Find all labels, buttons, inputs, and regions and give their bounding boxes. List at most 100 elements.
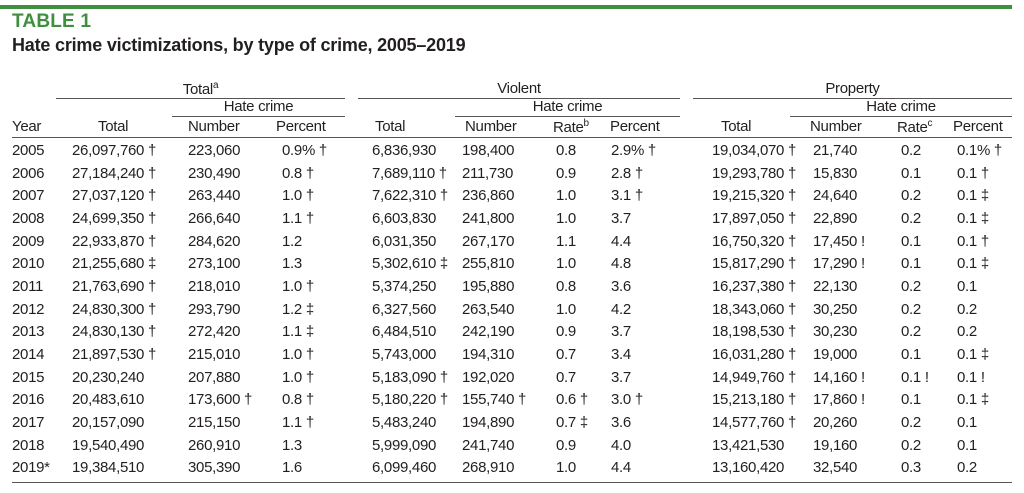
cell-violent-hate-number: 211,730 [462, 164, 514, 182]
cell-property-total: 16,237,380 † [712, 277, 796, 295]
group-header-violent: Violent [497, 80, 541, 97]
divider [172, 116, 345, 117]
cell-total-hate-number: 305,390 [188, 459, 241, 477]
cell-violent-hate-number: 268,910 [462, 459, 515, 477]
cell-year: 2009 [12, 232, 45, 250]
cell-property-total: 13,160,420 [712, 459, 785, 477]
cell-violent-hate-number: 195,880 [462, 277, 515, 295]
cell-total-hate-number: 273,100 [188, 255, 241, 273]
cell-property-hate-percent: 0.1 ‡ [957, 209, 989, 227]
cell-violent-hate-rate: 0.7 ‡ [556, 414, 588, 432]
cell-violent-total: 6,327,560 [372, 300, 437, 318]
cell-violent-hate-percent: 3.7 [611, 209, 631, 227]
cell-year: 2016 [12, 391, 45, 409]
table-row: 2006 27,184,240 † 230,490 0.8 † 7,689,110 † 2… [0, 162, 1012, 185]
cell-violent-hate-rate: 0.9 [556, 323, 576, 341]
cell-property-hate-percent: 0.1 ! [957, 368, 985, 386]
cell-violent-total: 5,374,250 [372, 277, 437, 295]
footnote-marker: b [583, 118, 590, 129]
cell-total-hate-number: 293,790 [188, 300, 241, 318]
cell-year: 2019* [12, 459, 50, 477]
divider [693, 98, 1012, 99]
cell-violent-hate-rate: 1.0 [556, 300, 576, 318]
cell-violent-hate-percent: 3.7 [611, 368, 631, 386]
cell-property-total: 19,215,320 † [712, 187, 796, 205]
cell-violent-hate-rate: 0.9 [556, 164, 576, 182]
cell-violent-hate-rate: 0.8 [556, 141, 576, 159]
cell-violent-hate-rate: 0.9 [556, 436, 576, 454]
cell-violent-total: 6,484,510 [372, 323, 437, 341]
cell-violent-hate-number: 194,890 [462, 414, 515, 432]
table-label: TABLE 1 [12, 11, 92, 32]
table-row: 2005 26,097,760 † 223,060 0.9% † 6,836,930 19… [0, 139, 1012, 162]
cell-total-hate-percent: 0.8 † [282, 164, 314, 182]
cell-violent-hate-percent: 3.6 [611, 277, 631, 295]
header-accent-bar [0, 5, 1012, 9]
cell-year: 2007 [12, 187, 45, 205]
cell-property-hate-number: 30,230 [813, 323, 858, 341]
cell-violent-hate-number: 242,190 [462, 323, 515, 341]
rate-label: Rate [553, 119, 584, 136]
col-header-number: Number [188, 118, 240, 135]
cell-total: 24,699,350 † [72, 209, 156, 227]
cell-property-hate-number: 32,540 [813, 459, 858, 477]
cell-total: 21,897,530 † [72, 346, 156, 364]
cell-property-hate-percent: 0.1 ‡ [957, 391, 989, 409]
cell-total-hate-percent: 1.1 † [282, 209, 314, 227]
hate-crime-table: 2005 26,097,760 † 223,060 0.9% † 6,836,930 19… [0, 139, 1012, 479]
cell-year: 2015 [12, 368, 45, 386]
col-header-property-percent: Percent [953, 118, 1003, 135]
cell-violent-hate-number: 263,540 [462, 300, 515, 318]
cell-property-hate-number: 20,260 [813, 414, 858, 432]
cell-violent-hate-rate: 1.1 [556, 232, 576, 250]
cell-property-hate-number: 21,740 [813, 141, 858, 159]
cell-year: 2012 [12, 300, 45, 318]
cell-property-hate-percent: 0.1% † [957, 141, 1002, 159]
cell-total: 21,255,680 ‡ [72, 255, 156, 273]
cell-property-hate-rate: 0.1 ! [901, 368, 929, 386]
footnote-marker: a [212, 80, 219, 91]
cell-property-hate-rate: 0.2 [901, 414, 921, 432]
cell-property-hate-rate: 0.1 [901, 391, 921, 409]
cell-violent-total: 7,689,110 † [372, 164, 447, 182]
cell-total-hate-number: 215,010 [188, 346, 241, 364]
cell-total: 20,230,240 [72, 368, 145, 386]
cell-year: 2018 [12, 436, 45, 454]
table-row: 2008 24,699,350 † 266,640 1.1 † 6,603,830 241… [0, 207, 1012, 230]
cell-total-hate-percent: 1.0 † [282, 277, 314, 295]
divider [790, 116, 1012, 117]
footnote-marker: c [927, 118, 933, 129]
cell-violent-hate-percent: 4.0 [611, 436, 631, 454]
cell-total: 24,830,130 † [72, 323, 156, 341]
subgroup-hate-crime-violent: Hate crime [532, 98, 603, 115]
cell-property-total: 18,343,060 † [712, 300, 796, 318]
cell-property-hate-number: 14,160 ! [813, 368, 865, 386]
table-row: 2009 22,933,870 † 284,620 1.2 6,031,350 267,1… [0, 230, 1012, 253]
cell-violent-hate-percent: 4.2 [611, 300, 631, 318]
cell-property-hate-percent: 0.1 ‡ [957, 255, 989, 273]
cell-violent-total: 5,743,000 [372, 346, 437, 364]
cell-violent-hate-percent: 4.8 [611, 255, 631, 273]
cell-year: 2013 [12, 323, 45, 341]
cell-violent-total: 5,183,090 † [372, 368, 448, 386]
cell-total-hate-number: 266,640 [188, 209, 241, 227]
cell-property-hate-percent: 0.2 [957, 323, 977, 341]
cell-total-hate-percent: 1.1 † [282, 414, 314, 432]
divider [56, 98, 345, 99]
cell-property-hate-number: 22,130 [813, 277, 858, 295]
cell-property-hate-number: 17,290 ! [813, 255, 865, 273]
cell-violent-total: 6,031,350 [372, 232, 437, 250]
cell-property-hate-percent: 0.1 [957, 277, 977, 295]
cell-property-hate-percent: 0.1 [957, 436, 977, 454]
cell-property-total: 19,293,780 † [712, 164, 796, 182]
cell-total-hate-percent: 1.3 [282, 255, 302, 273]
cell-property-hate-percent: 0.2 [957, 300, 977, 318]
table-row: 2013 24,830,130 † 272,420 1.1 ‡ 6,484,510 242… [0, 321, 1012, 344]
cell-violent-total: 7,622,310 † [372, 187, 448, 205]
cell-total-hate-number: 263,440 [188, 187, 241, 205]
cell-violent-hate-percent: 3.7 [611, 323, 631, 341]
cell-property-hate-rate: 0.2 [901, 277, 921, 295]
cell-property-total: 17,897,050 † [712, 209, 796, 227]
cell-violent-total: 5,302,610 ‡ [372, 255, 448, 273]
table-bottom-rule [12, 482, 1012, 483]
